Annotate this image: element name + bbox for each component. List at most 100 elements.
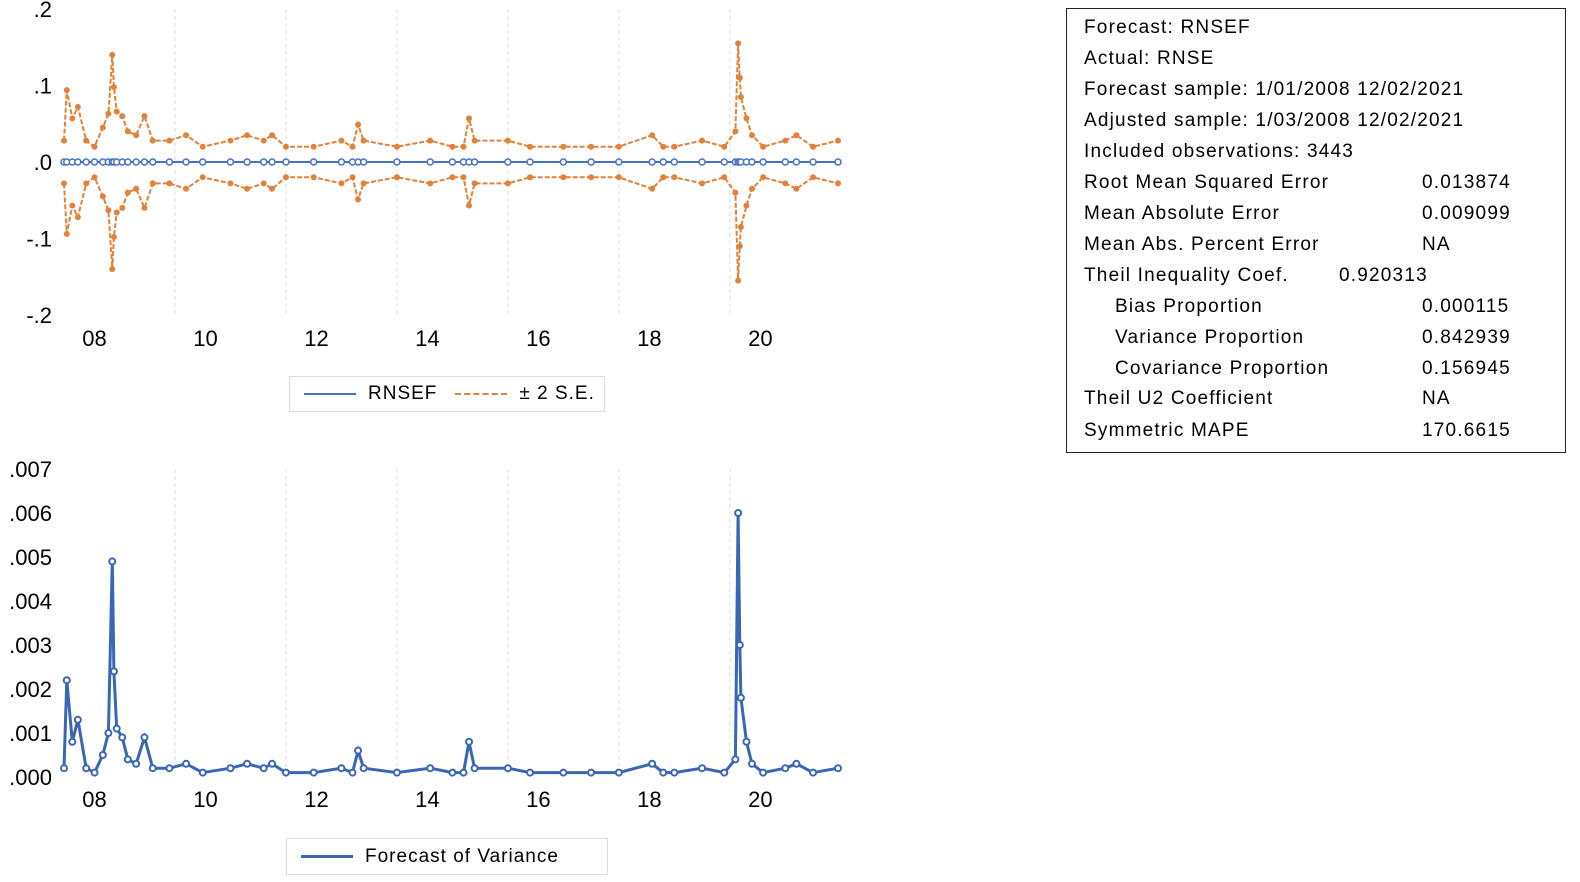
y-tick-label: .007 <box>9 457 52 482</box>
upper-band-point <box>732 128 739 135</box>
legend-band-swatch <box>455 393 508 395</box>
variance-point <box>809 768 818 777</box>
variance-point <box>359 764 368 773</box>
lower-band-point <box>560 174 567 181</box>
forecast-point <box>337 158 346 166</box>
x-tick-label: 10 <box>193 326 217 351</box>
forecast-evaluation-table: Forecast: RNSEF Actual: RNSE Forecast sa… <box>1066 8 1566 453</box>
variance-point <box>108 557 117 566</box>
y-tick-label: .004 <box>9 589 52 614</box>
lower-band-point <box>282 174 289 181</box>
lower-band-point <box>660 174 667 181</box>
upper-band-point <box>99 124 106 131</box>
forecast-point <box>587 158 595 166</box>
forecast-point <box>748 158 756 166</box>
variance-point <box>792 759 801 768</box>
legend-forecast-swatch <box>304 393 356 395</box>
variance-point <box>648 759 657 768</box>
lower-band-point <box>227 180 234 187</box>
upper-band-point <box>149 137 156 144</box>
upper-band-point <box>310 143 317 150</box>
legend-variance-label: Forecast of Variance <box>365 845 559 867</box>
stat-row: Variance Proportion 0.842939 <box>1115 327 1510 358</box>
stat-value: 170.6615 <box>1422 420 1511 441</box>
lower-band-line <box>63 175 839 281</box>
variance-point <box>734 509 743 517</box>
variance-point <box>62 676 71 685</box>
forecast-point <box>393 158 401 166</box>
lower-band-point <box>133 185 140 192</box>
lower-band-point <box>793 185 800 192</box>
lower-band-point <box>166 180 173 187</box>
x-tick-label: 18 <box>637 326 661 351</box>
upper-band-point <box>721 143 728 150</box>
forecast-point <box>182 158 190 166</box>
variance-point <box>834 764 842 773</box>
upper-band-point <box>649 132 656 139</box>
stat-label: Covariance Proportion <box>1115 358 1330 379</box>
lower-band-point <box>504 180 511 187</box>
variance-point <box>742 737 751 746</box>
upper-band-point <box>110 84 117 91</box>
y-tick-label: .006 <box>9 501 52 526</box>
x-tick-label: 08 <box>82 787 106 812</box>
forecast-point <box>659 158 667 166</box>
upper-band-point <box>349 143 356 150</box>
y-tick-label: .003 <box>9 633 52 658</box>
y-tick-label: .002 <box>9 677 52 702</box>
upper-band-point <box>810 143 817 150</box>
stat-row: Mean Absolute Error 0.009099 <box>1084 203 1510 234</box>
variance-point <box>587 768 596 777</box>
forecast-sample: Forecast sample: 1/01/2008 12/02/2021 <box>1084 79 1465 100</box>
lower-band-point <box>124 189 131 196</box>
variance-point <box>470 764 479 773</box>
y-tick-label: .001 <box>9 721 52 746</box>
variance-point <box>132 759 141 768</box>
upper-band-point <box>615 143 622 150</box>
stat-label: Mean Absolute Error <box>1084 203 1280 224</box>
lower-band-point <box>69 202 76 209</box>
stat-label: Theil Inequality Coef. <box>1084 265 1289 286</box>
y-tick-label: -.1 <box>26 227 52 252</box>
upper-band-point <box>166 137 173 144</box>
upper-band-point <box>671 143 678 150</box>
variance-point <box>109 667 118 676</box>
stat-value: 0.013874 <box>1422 172 1511 193</box>
lower-band-point <box>835 180 841 187</box>
upper-band-point <box>338 137 345 144</box>
variance-point <box>148 764 157 773</box>
upper-band-point <box>269 132 276 139</box>
variance-point <box>123 755 132 764</box>
upper-band-point <box>69 115 76 122</box>
variance-point <box>118 733 127 742</box>
lower-band-point <box>338 180 345 187</box>
x-tick-label: 12 <box>304 787 328 812</box>
lower-band-point <box>244 185 251 192</box>
variance-point <box>748 759 756 768</box>
upper-band-point <box>449 143 456 150</box>
forecast-point <box>834 158 842 166</box>
variance-point <box>354 746 363 755</box>
upper-band-point <box>588 143 595 150</box>
forecast-point <box>792 158 801 166</box>
stat-row: Symmetric MAPE 170.6615 <box>1084 420 1510 451</box>
lower-band-point <box>449 174 456 181</box>
forecast-point <box>90 158 99 166</box>
lower-band-point <box>732 189 739 196</box>
forecast-point <box>140 158 149 166</box>
lower-band-point <box>615 174 622 181</box>
variance-point <box>659 768 668 777</box>
x-tick-label: 14 <box>415 787 439 812</box>
lower-band-point <box>466 202 473 209</box>
upper-band-point <box>183 132 190 139</box>
variance-point <box>198 768 207 777</box>
upper-band-point <box>133 132 140 139</box>
variance-point <box>559 768 568 777</box>
x-tick-label: 16 <box>526 787 550 812</box>
y-tick-label: .000 <box>9 765 52 790</box>
forecast-point <box>615 158 623 166</box>
lower-band-point <box>782 180 789 187</box>
forecast-point <box>720 158 729 166</box>
forecast-point <box>124 158 132 166</box>
lower-band-point <box>149 180 156 187</box>
